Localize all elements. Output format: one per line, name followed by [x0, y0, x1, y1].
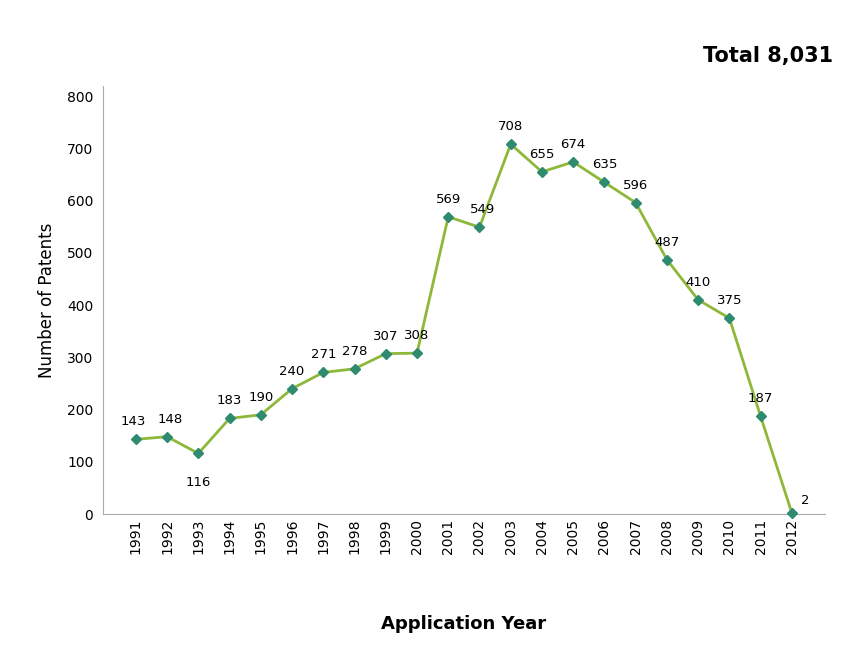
- total: [256, 411, 266, 418]
- Text: 569: 569: [436, 192, 461, 206]
- total: [787, 509, 797, 517]
- Text: 549: 549: [470, 203, 495, 216]
- Text: 596: 596: [623, 179, 649, 192]
- total: [350, 365, 360, 373]
- total: [693, 296, 704, 304]
- total: [162, 433, 173, 441]
- Line: total: total: [132, 141, 795, 517]
- Text: Total 8,031: Total 8,031: [704, 46, 833, 66]
- Text: 655: 655: [529, 148, 555, 161]
- Text: Application Year: Application Year: [381, 615, 546, 633]
- Text: 148: 148: [157, 413, 182, 426]
- Text: 375: 375: [716, 294, 742, 307]
- total: [474, 223, 484, 231]
- Text: 271: 271: [311, 349, 336, 361]
- total: [537, 168, 547, 176]
- Text: 410: 410: [685, 275, 710, 289]
- Text: 183: 183: [217, 394, 242, 407]
- total: [131, 436, 141, 444]
- total: [600, 179, 610, 186]
- Text: 2: 2: [801, 494, 810, 507]
- Text: 635: 635: [592, 158, 617, 171]
- Text: 487: 487: [655, 235, 679, 248]
- total: [631, 199, 641, 207]
- total: [443, 213, 454, 221]
- Text: 308: 308: [405, 329, 430, 342]
- total: [724, 314, 734, 322]
- total: [287, 385, 297, 393]
- total: [381, 350, 391, 358]
- Text: 307: 307: [373, 330, 399, 343]
- Text: 143: 143: [120, 415, 146, 428]
- Y-axis label: Number of Patents: Number of Patents: [38, 222, 56, 378]
- Text: 674: 674: [561, 138, 586, 151]
- Text: 187: 187: [748, 392, 773, 405]
- total: [193, 449, 204, 457]
- total: [224, 415, 235, 422]
- Text: 278: 278: [342, 345, 367, 358]
- total: [755, 413, 765, 420]
- Text: 190: 190: [248, 391, 273, 404]
- total: [411, 349, 422, 357]
- total: [661, 256, 672, 264]
- Text: 240: 240: [279, 364, 305, 378]
- total: [318, 368, 328, 376]
- total: [506, 140, 516, 148]
- Text: 116: 116: [186, 476, 211, 488]
- total: [568, 158, 578, 166]
- Text: 708: 708: [498, 120, 523, 133]
